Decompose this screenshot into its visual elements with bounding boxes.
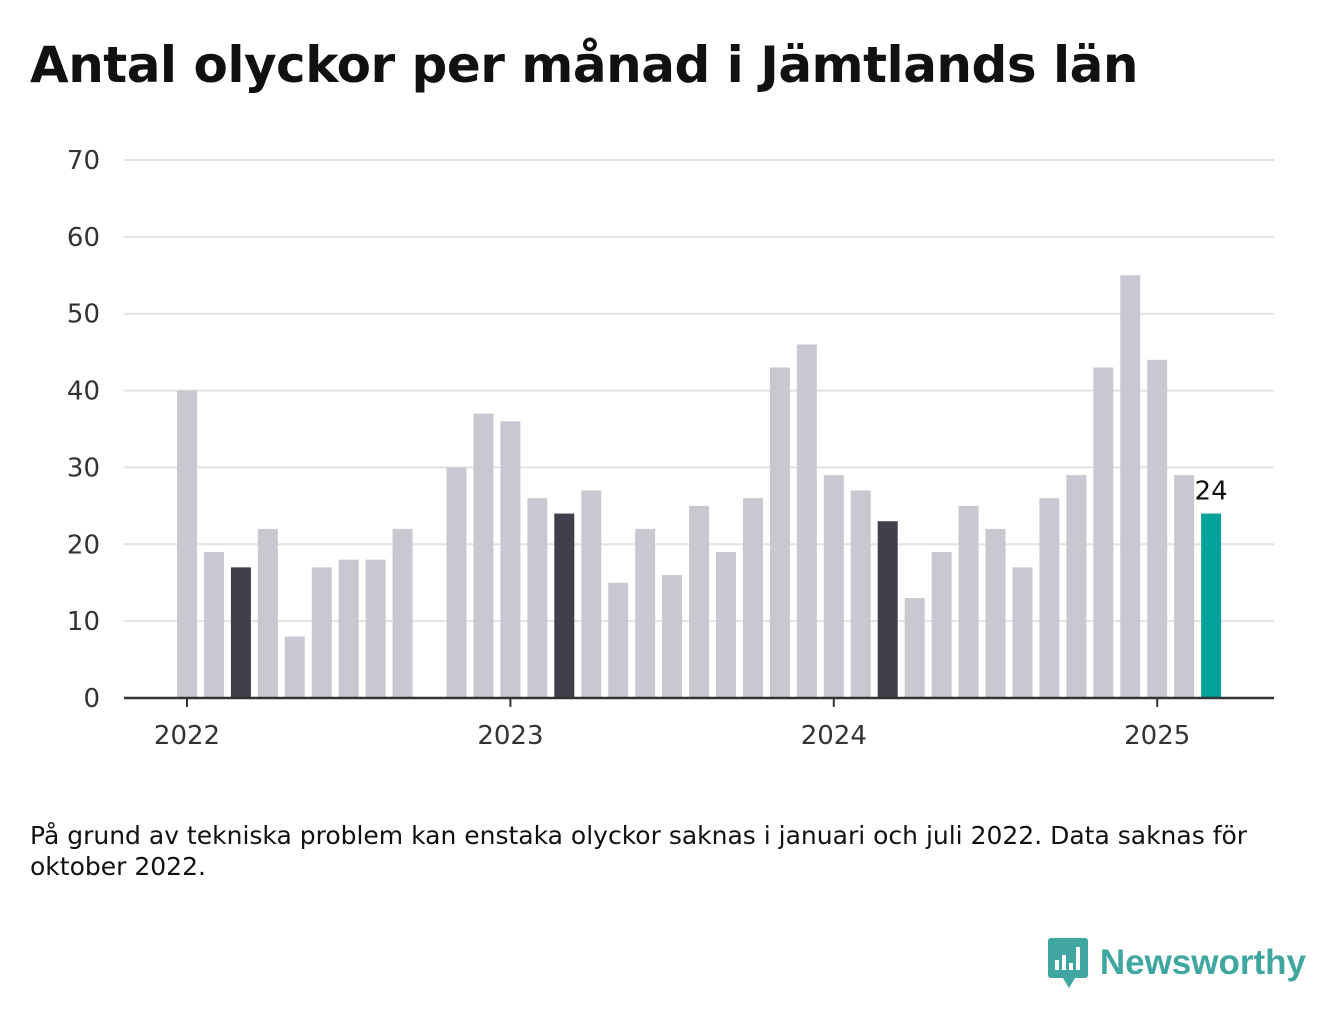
y-tick-label: 40 bbox=[67, 377, 100, 407]
bar-2023-01[interactable] bbox=[500, 421, 521, 698]
x-tick-label: 2025 bbox=[1124, 721, 1190, 751]
bar-2023-04[interactable] bbox=[581, 490, 602, 698]
y-axis-ticks: 0 10 20 30 40 50 60 70 bbox=[67, 146, 100, 714]
y-tick-label: 0 bbox=[83, 684, 100, 714]
y-tick-label: 70 bbox=[67, 146, 100, 176]
bar-2024-01[interactable] bbox=[823, 475, 844, 698]
bar-2024-07[interactable] bbox=[985, 528, 1006, 698]
bar-2023-02[interactable] bbox=[527, 498, 548, 698]
bar-2022-06[interactable] bbox=[311, 567, 332, 698]
bar-2024-05[interactable] bbox=[931, 551, 952, 698]
bar-2025-02[interactable] bbox=[1174, 475, 1195, 698]
bar-chart: 0 10 20 30 40 50 60 70 2022 2023 2024 2025 24 bbox=[67, 146, 1274, 751]
bar-2022-09[interactable] bbox=[392, 528, 413, 698]
x-tick-label: 2022 bbox=[154, 721, 220, 751]
data-label-latest: 24 bbox=[1195, 477, 1228, 507]
bar-2024-11[interactable] bbox=[1093, 367, 1114, 698]
bar-2024-10[interactable] bbox=[1066, 475, 1087, 698]
brand-name: Newsworthy bbox=[1099, 943, 1306, 982]
bar-2022-11[interactable] bbox=[446, 467, 467, 698]
bar-2024-09[interactable] bbox=[1039, 498, 1060, 698]
bar-2022-12[interactable] bbox=[473, 413, 494, 698]
bar-2024-08[interactable] bbox=[1012, 567, 1033, 698]
chart-title: Antal olyckor per månad i Jämtlands län bbox=[30, 36, 1138, 94]
bar-2023-12[interactable] bbox=[796, 344, 817, 698]
data-labels: 24 bbox=[1195, 477, 1228, 507]
bar-2024-12[interactable] bbox=[1120, 275, 1141, 698]
bar-2025-01[interactable] bbox=[1147, 359, 1168, 698]
bar-2024-06[interactable] bbox=[958, 505, 979, 698]
y-tick-label: 20 bbox=[67, 530, 100, 560]
bar-2023-11[interactable] bbox=[769, 367, 790, 698]
bar-2023-10[interactable] bbox=[742, 498, 763, 698]
y-tick-label: 60 bbox=[67, 223, 100, 253]
bar-2023-05[interactable] bbox=[608, 582, 629, 698]
bar-2023-08[interactable] bbox=[689, 505, 710, 698]
bar-2023-09[interactable] bbox=[716, 551, 736, 698]
x-tick-label: 2023 bbox=[477, 721, 543, 751]
footnote: På grund av tekniska problem kan enstaka… bbox=[30, 821, 1248, 881]
bar-2022-01[interactable] bbox=[177, 390, 197, 698]
bar-2022-02[interactable] bbox=[203, 551, 224, 698]
bar-2024-03[interactable] bbox=[877, 521, 898, 698]
newsworthy-icon bbox=[1047, 938, 1088, 988]
y-tick-label: 30 bbox=[67, 453, 100, 483]
bar-2024-02[interactable] bbox=[850, 490, 871, 698]
newsworthy-logo[interactable]: Newsworthy bbox=[1047, 938, 1306, 988]
bar-2025-03[interactable] bbox=[1201, 513, 1222, 698]
y-tick-label: 10 bbox=[67, 607, 100, 637]
bar-2023-06[interactable] bbox=[635, 528, 656, 698]
bar-2022-03[interactable] bbox=[230, 567, 251, 698]
bar-2022-05[interactable] bbox=[284, 636, 305, 698]
bar-2022-04[interactable] bbox=[257, 528, 278, 698]
bars bbox=[177, 275, 1222, 698]
x-axis-ticks: 2022 2023 2024 2025 bbox=[154, 698, 1190, 751]
bar-2024-04[interactable] bbox=[904, 598, 925, 698]
bar-2022-08[interactable] bbox=[365, 559, 386, 698]
bar-2022-07[interactable] bbox=[338, 559, 359, 698]
x-tick-label: 2024 bbox=[801, 721, 867, 751]
bar-2023-03[interactable] bbox=[554, 513, 575, 698]
bar-2023-07[interactable] bbox=[662, 575, 683, 698]
y-tick-label: 50 bbox=[67, 300, 100, 330]
